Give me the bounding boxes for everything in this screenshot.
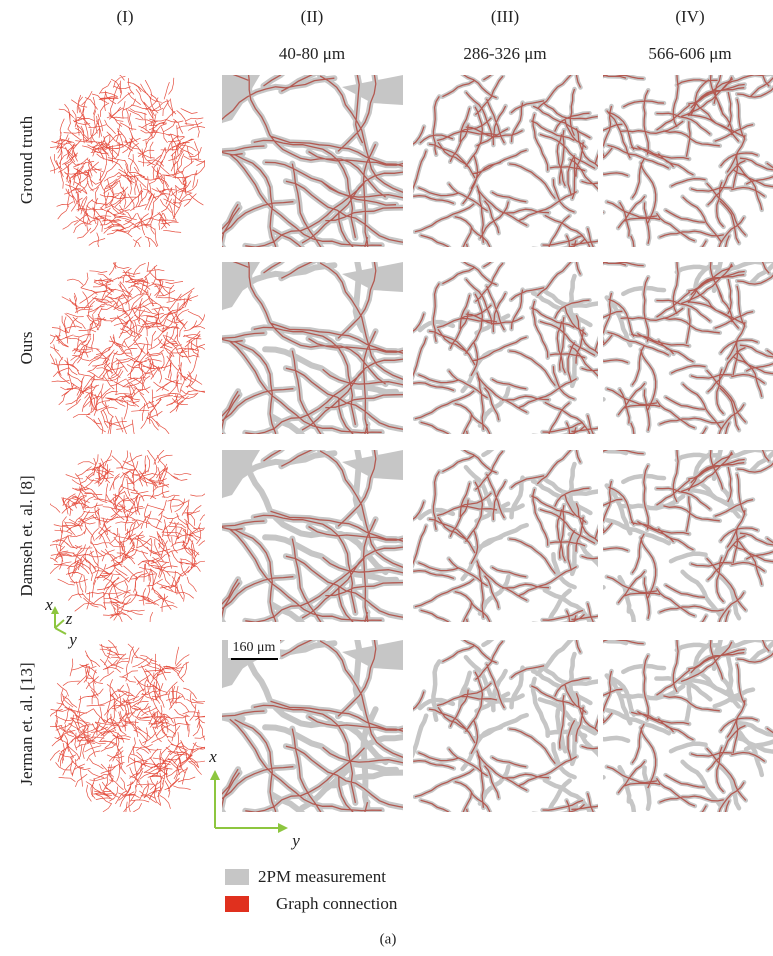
vessel-measurement [565, 237, 773, 483]
vessel-measurement [390, 600, 627, 869]
axis-label: z [65, 609, 73, 628]
axis-label: x [44, 595, 53, 614]
legend-label: 2PM measurement [258, 867, 386, 886]
panel-image [390, 222, 627, 491]
depth-label: 566-606 μm [648, 44, 731, 63]
panel-image [51, 532, 544, 951]
vessel-measurement [51, 532, 544, 951]
vessel-graph [390, 35, 627, 304]
legend-label: Graph connection [276, 894, 398, 913]
axis-label: y [67, 630, 77, 649]
vessel-measurement [565, 615, 773, 861]
caption: (a) [380, 931, 397, 947]
panel-image [390, 410, 627, 679]
axis-label: x [208, 747, 217, 766]
vessel-measurement [390, 222, 627, 491]
panel-image [565, 50, 773, 296]
vessel-graph [390, 410, 627, 679]
panel-image [565, 237, 773, 483]
legend-swatch [225, 869, 249, 885]
column-header: (I) [117, 7, 134, 26]
row-label: Jerman et. al. [13] [17, 662, 36, 785]
depth-label: 286-326 μm [463, 44, 546, 63]
panel-image [390, 600, 627, 869]
vessel-graph [40, 72, 212, 255]
axis-label: y [290, 831, 300, 850]
column-header: (II) [301, 7, 324, 26]
vessel-graph [41, 449, 213, 629]
row-label: Damseh et. al. [8] [17, 475, 36, 596]
panel-image [565, 615, 773, 861]
vessel-graph [390, 222, 627, 491]
scale-label: 160 μm [233, 640, 276, 655]
legend-swatch [225, 896, 249, 912]
panel-image [565, 425, 773, 671]
panel-image [41, 449, 213, 629]
vessel-measurement [390, 410, 627, 679]
vessel-measurement [565, 425, 773, 671]
figure: (I) (II) (III) (IV) 40-80 μm 286-326 μm … [0, 0, 773, 951]
column-header: (IV) [675, 7, 704, 26]
depth-label: 40-80 μm [279, 44, 345, 63]
row-label: Ours [17, 331, 36, 364]
vessel-measurement [390, 35, 627, 304]
panel-image [44, 640, 211, 818]
row-label: Ground truth [17, 115, 36, 204]
panel-image [40, 72, 212, 255]
vessel-graph [42, 251, 211, 437]
vessel-measurement [565, 50, 773, 296]
panels [40, 0, 773, 951]
panel-image [390, 35, 627, 304]
vessel-graph [44, 640, 211, 818]
column-header: (III) [491, 7, 519, 26]
panel-image [42, 251, 211, 437]
